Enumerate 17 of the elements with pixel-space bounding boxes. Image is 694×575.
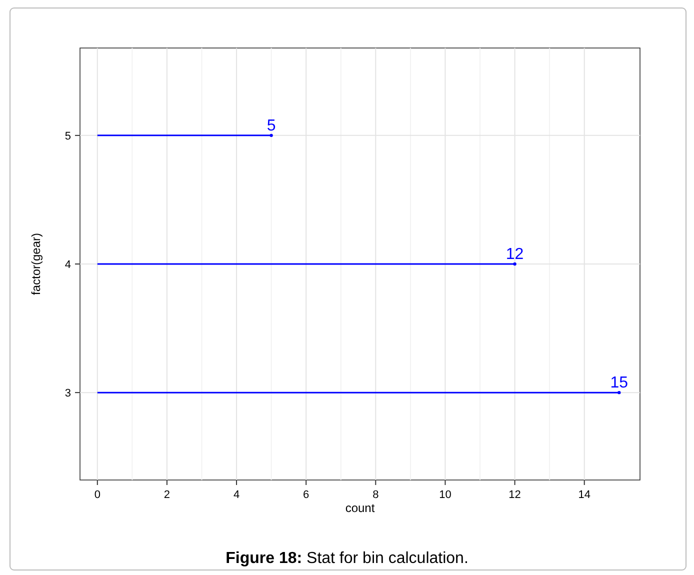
x-tick-label: 2 (164, 489, 170, 501)
x-tick-label: 0 (94, 489, 100, 501)
caption: Figure 18: Stat for bin calculation. (226, 550, 468, 567)
data-label: 12 (506, 246, 524, 263)
x-axis-title: count (345, 501, 376, 515)
x-tick-label: 12 (508, 489, 521, 501)
y-axis-title: factor(gear) (29, 232, 43, 296)
data-label: 5 (266, 117, 276, 134)
x-tick-label: 10 (439, 489, 452, 501)
data-label: 15 (610, 374, 628, 392)
x-tick-label: 4 (233, 489, 240, 501)
y-tick-label: 3 (64, 388, 71, 400)
y-tick-label: 5 (64, 130, 71, 142)
y-tick-label: 4 (64, 259, 71, 271)
x-tick-label: 8 (372, 489, 379, 501)
x-tick-label: 14 (578, 489, 590, 501)
x-tick-label: 6 (303, 489, 310, 501)
